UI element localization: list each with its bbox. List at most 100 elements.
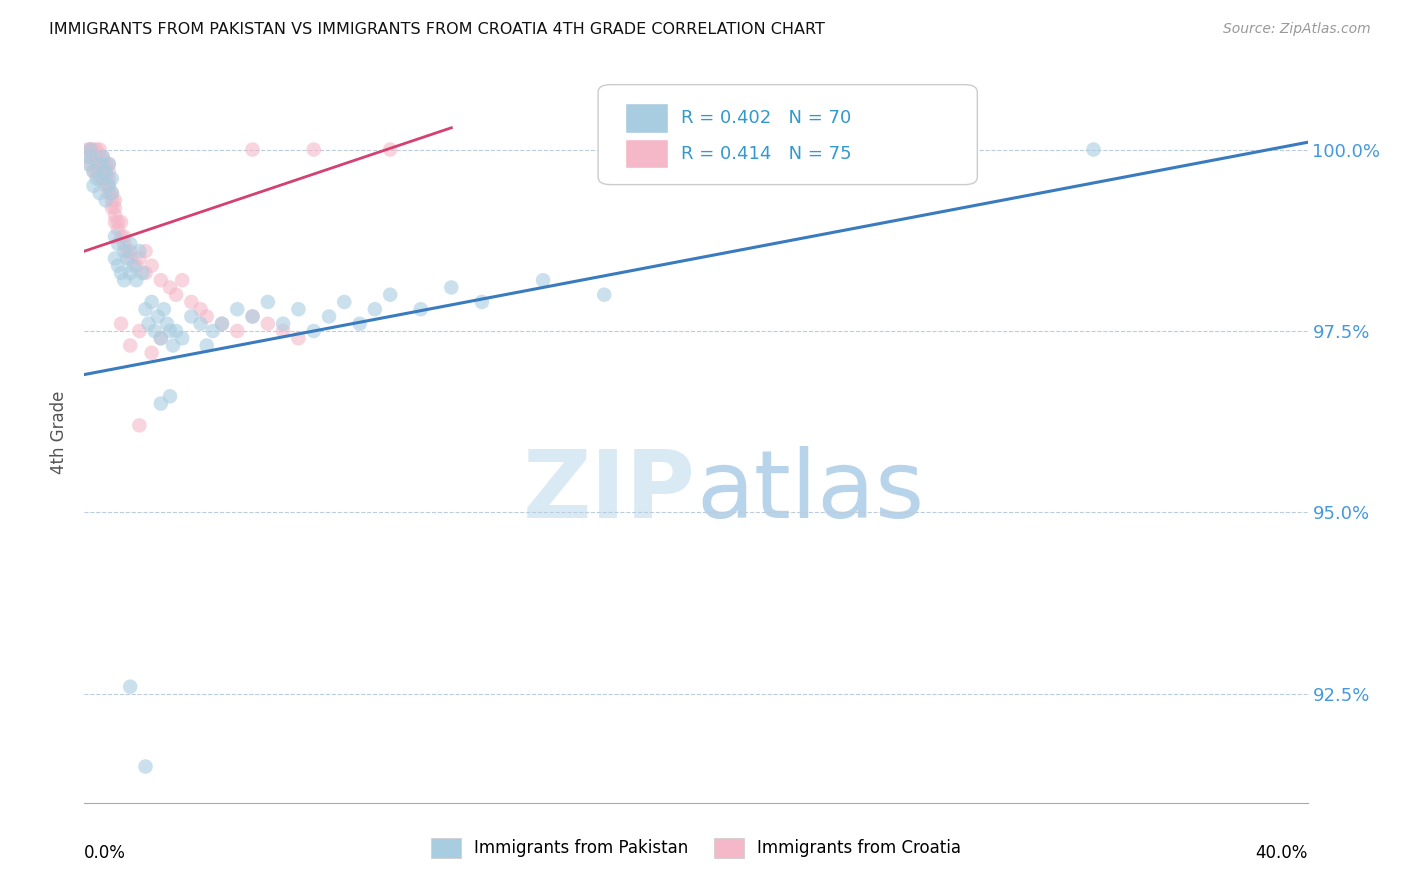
Point <box>128 252 150 266</box>
Point <box>302 143 325 157</box>
Point <box>409 302 432 317</box>
Point <box>86 150 108 164</box>
Point <box>89 143 111 157</box>
Point <box>97 171 120 186</box>
Point <box>83 164 105 178</box>
Point <box>97 186 120 200</box>
Point <box>165 324 187 338</box>
Point <box>190 302 212 317</box>
Point <box>101 186 124 200</box>
Point <box>180 295 202 310</box>
Point <box>226 302 249 317</box>
Point <box>257 295 280 310</box>
Point <box>302 324 325 338</box>
Point <box>112 236 135 251</box>
Point <box>115 252 138 266</box>
Point <box>89 171 111 186</box>
Text: atlas: atlas <box>696 446 924 538</box>
Text: IMMIGRANTS FROM PAKISTAN VS IMMIGRANTS FROM CROATIA 4TH GRADE CORRELATION CHART: IMMIGRANTS FROM PAKISTAN VS IMMIGRANTS F… <box>49 22 825 37</box>
Point <box>104 229 127 244</box>
Point <box>149 331 172 345</box>
Point <box>79 150 101 164</box>
FancyBboxPatch shape <box>626 138 668 169</box>
Point <box>101 171 124 186</box>
Point <box>226 324 249 338</box>
Point <box>128 324 150 338</box>
Point <box>165 287 187 301</box>
Point <box>120 266 142 280</box>
Point <box>104 208 127 222</box>
Point <box>104 201 127 215</box>
Point <box>83 178 105 193</box>
Legend: Immigrants from Pakistan, Immigrants from Croatia: Immigrants from Pakistan, Immigrants fro… <box>425 831 967 865</box>
Text: Source: ZipAtlas.com: Source: ZipAtlas.com <box>1223 22 1371 37</box>
Point <box>79 143 101 157</box>
Point <box>91 150 114 164</box>
Point <box>135 266 157 280</box>
Point <box>91 150 114 164</box>
Point <box>211 317 233 331</box>
Point <box>79 143 101 157</box>
Point <box>141 259 163 273</box>
Point <box>195 310 218 324</box>
Text: 0.0%: 0.0% <box>84 844 127 862</box>
Point <box>91 157 114 171</box>
Point <box>131 266 153 280</box>
Point <box>141 295 163 310</box>
Point <box>242 310 264 324</box>
Point <box>159 389 181 403</box>
Point <box>94 164 117 178</box>
Point <box>76 150 98 164</box>
Point <box>94 178 117 193</box>
Point <box>287 331 309 345</box>
Point <box>79 143 101 157</box>
Point <box>110 229 132 244</box>
Point <box>101 194 124 208</box>
Point <box>104 252 127 266</box>
Point <box>242 143 264 157</box>
Point <box>153 302 176 317</box>
Point <box>531 273 554 287</box>
Point <box>94 171 117 186</box>
Point <box>141 345 163 359</box>
Point <box>120 244 142 259</box>
Point <box>112 273 135 287</box>
Point <box>149 331 172 345</box>
Point <box>112 229 135 244</box>
Point <box>83 143 105 157</box>
Point <box>149 273 172 287</box>
Point <box>471 295 494 310</box>
Point <box>86 143 108 157</box>
Point <box>172 331 194 345</box>
Point <box>128 418 150 433</box>
Point <box>107 215 129 229</box>
Text: R = 0.414   N = 75: R = 0.414 N = 75 <box>682 145 852 162</box>
Point <box>76 143 98 157</box>
Point <box>125 273 148 287</box>
Point <box>89 157 111 171</box>
Point <box>89 150 111 164</box>
Point <box>159 324 181 338</box>
FancyBboxPatch shape <box>598 85 977 185</box>
Point <box>97 157 120 171</box>
Point <box>112 244 135 259</box>
Point <box>135 302 157 317</box>
Point <box>110 215 132 229</box>
Text: ZIP: ZIP <box>523 446 696 538</box>
Point <box>159 280 181 294</box>
Point <box>101 186 124 200</box>
Point <box>101 201 124 215</box>
Point <box>257 317 280 331</box>
Point <box>138 317 160 331</box>
Point <box>97 157 120 171</box>
Point <box>120 680 142 694</box>
Point <box>271 324 294 338</box>
Point <box>271 317 294 331</box>
Point <box>440 280 463 294</box>
Point <box>76 157 98 171</box>
Point <box>135 759 157 773</box>
Point <box>86 171 108 186</box>
Point <box>318 310 340 324</box>
Point <box>94 194 117 208</box>
Point <box>110 317 132 331</box>
